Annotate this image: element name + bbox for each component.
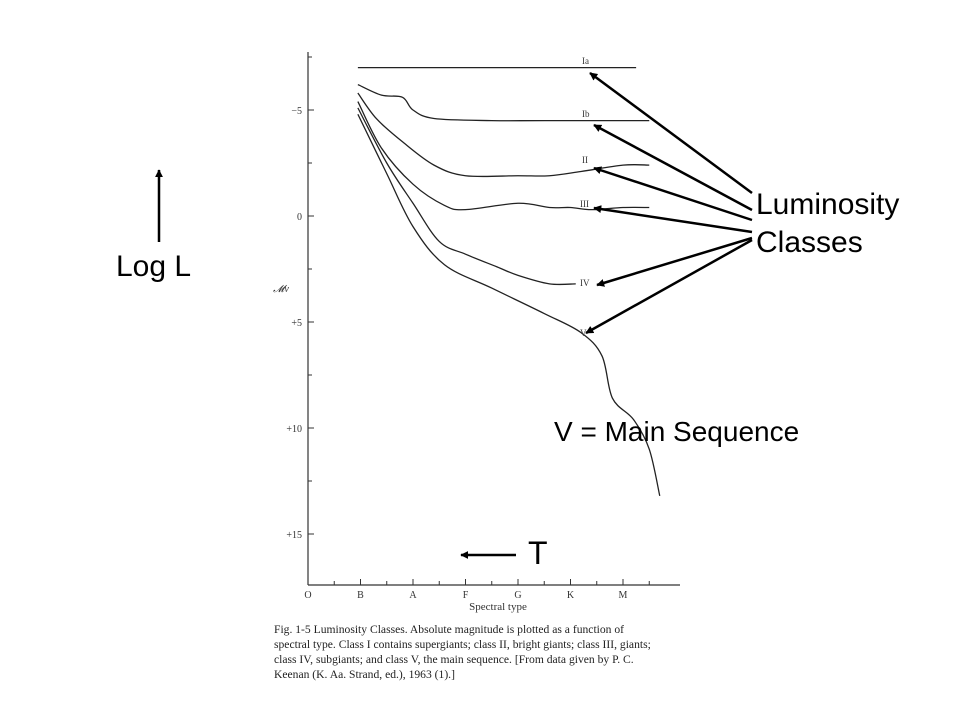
curve-class-iii	[357, 101, 650, 211]
class-label-ii: II	[582, 155, 588, 165]
x-tick-label: K	[567, 590, 575, 601]
caption-line-3: class IV, subgiants; and class V, the ma…	[274, 653, 634, 666]
curve-class-v	[357, 113, 661, 496]
arrow-to-iv	[596, 236, 753, 287]
arrow-to-v	[585, 238, 753, 335]
log-l-label: Log L	[116, 250, 192, 283]
classes-label-line2: Classes	[756, 226, 863, 259]
luminosity-class-curves	[357, 66, 661, 496]
arrow-to-ib	[593, 123, 753, 212]
curve-class-ib	[357, 83, 650, 122]
x-tick-label: F	[463, 590, 469, 601]
figure-caption: Fig. 1-5 Luminosity Classes. Absolute ma…	[274, 622, 714, 682]
x-tick-label: B	[357, 590, 364, 601]
main-sequence-note: V = Main Sequence	[554, 416, 800, 447]
y-tick-label: +10	[286, 424, 302, 435]
y-axis-label: 𝓜v	[273, 284, 289, 295]
x-axis-label: Spectral type	[469, 601, 527, 613]
temperature-label: T	[528, 535, 548, 571]
class-label-iii: III	[580, 199, 589, 209]
class-label-v: V	[580, 328, 587, 338]
x-tick-label: O	[304, 590, 311, 601]
class-label-ia: Ia	[582, 56, 589, 66]
y-tick-label: −5	[291, 106, 302, 117]
luminosity-label-line1: Luminosity	[756, 188, 900, 221]
y-ticks: −5 0 +5 +10 +15	[286, 56, 314, 541]
y-tick-label: 0	[297, 212, 302, 223]
class-label-ib: Ib	[582, 109, 590, 119]
annotation-arrows	[155, 71, 753, 559]
curve-class-ii	[357, 92, 650, 178]
class-label-iv: IV	[580, 278, 590, 288]
x-tick-label: M	[619, 590, 628, 601]
caption-line-2: spectral type. Class I contains supergia…	[274, 638, 651, 651]
x-tick-label: G	[514, 590, 521, 601]
curve-class-iv	[357, 107, 576, 286]
arrow-to-ii	[593, 166, 753, 222]
y-tick-label: +5	[291, 318, 302, 329]
x-tick-label: A	[409, 590, 417, 601]
caption-line-4: Keenan (K. Aa. Strand, ed.), 1963 (1).]	[274, 668, 455, 681]
arrow-to-iii	[593, 205, 753, 234]
arrow-to-ia	[589, 71, 753, 195]
caption-line-1: Fig. 1-5 Luminosity Classes. Absolute ma…	[274, 623, 625, 636]
y-tick-label: +15	[286, 530, 302, 541]
